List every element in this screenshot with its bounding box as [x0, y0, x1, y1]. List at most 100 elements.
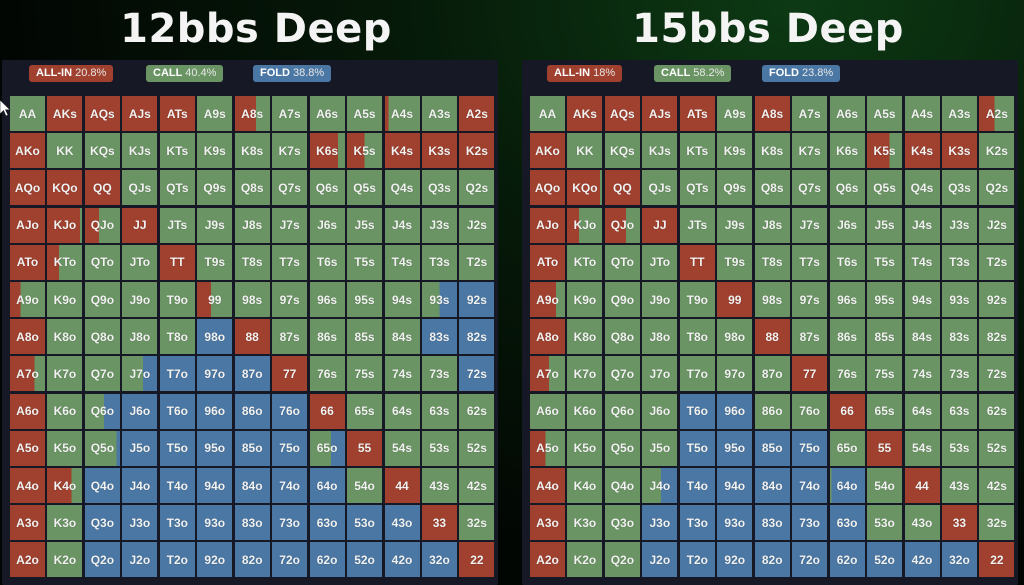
hand-cell[interactable]: Q5s	[867, 170, 903, 206]
hand-cell[interactable]: Q9s	[197, 170, 233, 206]
hand-cell[interactable]: Q3o	[84, 505, 120, 541]
hand-cell[interactable]: J3s	[421, 207, 457, 243]
hand-cell[interactable]: 52s	[459, 430, 495, 466]
hand-cell[interactable]: 52o	[347, 542, 383, 578]
hand-cell[interactable]: Q5s	[347, 170, 383, 206]
hand-cell[interactable]: K2s	[979, 133, 1015, 169]
hand-cell[interactable]: 95s	[347, 282, 383, 317]
hand-cell[interactable]: A5s	[347, 96, 383, 131]
hand-cell[interactable]: 76s	[309, 356, 345, 392]
hand-cell[interactable]: T3o	[159, 505, 195, 541]
hand-cell[interactable]: 53o	[347, 505, 383, 541]
hand-cell[interactable]: K5s	[347, 133, 383, 169]
hand-cell[interactable]: Q3s	[421, 170, 457, 206]
hand-cell[interactable]: Q4s	[384, 170, 420, 206]
hand-cell[interactable]: Q2s	[979, 170, 1015, 206]
hand-cell[interactable]: KJo	[47, 207, 83, 243]
hand-cell[interactable]: 74s	[384, 356, 420, 392]
hand-cell[interactable]: 62s	[979, 393, 1015, 429]
hand-cell[interactable]: A5o	[10, 430, 45, 466]
hand-cell[interactable]: T5o	[159, 430, 195, 466]
hand-cell[interactable]: T4o	[679, 468, 715, 503]
hand-cell[interactable]: K4s	[904, 133, 940, 169]
hand-cell[interactable]: 42s	[459, 468, 495, 503]
hand-cell[interactable]: K3s	[421, 133, 457, 169]
hand-cell[interactable]: JJ	[642, 207, 678, 243]
hand-cell[interactable]: J7s	[792, 207, 828, 243]
hand-cell[interactable]: KJs	[642, 133, 678, 169]
hand-cell[interactable]: 92o	[717, 542, 753, 578]
hand-cell[interactable]: K7o	[47, 356, 83, 392]
hand-cell[interactable]: KTs	[679, 133, 715, 169]
hand-cell[interactable]: AQs	[84, 96, 120, 131]
hand-cell[interactable]: 86o	[754, 393, 790, 429]
hand-cell[interactable]: A4s	[904, 96, 940, 131]
hand-cell[interactable]: J5s	[867, 207, 903, 243]
hand-cell[interactable]: 84o	[754, 468, 790, 503]
hand-cell[interactable]: K2s	[459, 133, 495, 169]
hand-cell[interactable]: 92s	[459, 282, 495, 317]
hand-cell[interactable]: K6s	[829, 133, 865, 169]
hand-cell[interactable]: T3s	[421, 244, 457, 280]
hand-cell[interactable]: J5o	[122, 430, 158, 466]
hand-cell[interactable]: 93o	[717, 505, 753, 541]
hand-cell[interactable]: 55	[347, 430, 383, 466]
hand-cell[interactable]: Q9o	[84, 282, 120, 317]
hand-cell[interactable]: 42s	[979, 468, 1015, 503]
hand-cell[interactable]: A9s	[197, 96, 233, 131]
hand-cell[interactable]: 32s	[459, 505, 495, 541]
hand-cell[interactable]: T2s	[459, 244, 495, 280]
hand-cell[interactable]: T5s	[347, 244, 383, 280]
hand-cell[interactable]: 96o	[197, 393, 233, 429]
hand-cell[interactable]: 72s	[459, 356, 495, 392]
hand-cell[interactable]: K9s	[717, 133, 753, 169]
hand-cell[interactable]: 97o	[197, 356, 233, 392]
hand-cell[interactable]: K4o	[567, 468, 603, 503]
hand-cell[interactable]: 43s	[421, 468, 457, 503]
hand-cell[interactable]: J7s	[272, 207, 308, 243]
hand-cell[interactable]: A3s	[941, 96, 977, 131]
hand-cell[interactable]: T3s	[941, 244, 977, 280]
hand-cell[interactable]: Q7o	[84, 356, 120, 392]
hand-cell[interactable]: 74o	[272, 468, 308, 503]
hand-cell[interactable]: A8o	[530, 319, 565, 355]
hand-cell[interactable]: 97o	[717, 356, 753, 392]
hand-cell[interactable]: 77	[272, 356, 308, 392]
hand-cell[interactable]: A2s	[459, 96, 495, 131]
hand-cell[interactable]: A7o	[10, 356, 45, 392]
hand-cell[interactable]: Q4s	[904, 170, 940, 206]
hand-cell[interactable]: 83o	[234, 505, 270, 541]
hand-cell[interactable]: AKs	[47, 96, 83, 131]
hand-cell[interactable]: 87s	[272, 319, 308, 355]
hand-cell[interactable]: 85s	[867, 319, 903, 355]
hand-cell[interactable]: 96s	[309, 282, 345, 317]
hand-cell[interactable]: T4s	[904, 244, 940, 280]
hand-cell[interactable]: KQo	[47, 170, 83, 206]
hand-cell[interactable]: 62o	[309, 542, 345, 578]
hand-cell[interactable]: K7s	[272, 133, 308, 169]
hand-cell[interactable]: QJs	[642, 170, 678, 206]
hand-cell[interactable]: J2s	[979, 207, 1015, 243]
hand-cell[interactable]: Q6s	[309, 170, 345, 206]
hand-cell[interactable]: JTo	[642, 244, 678, 280]
hand-cell[interactable]: 95o	[717, 430, 753, 466]
hand-cell[interactable]: T4s	[384, 244, 420, 280]
hand-cell[interactable]: 98s	[754, 282, 790, 317]
hand-cell[interactable]: T7o	[159, 356, 195, 392]
hand-cell[interactable]: 53s	[421, 430, 457, 466]
hand-cell[interactable]: 54o	[867, 468, 903, 503]
hand-cell[interactable]: J9o	[122, 282, 158, 317]
hand-cell[interactable]: 93s	[421, 282, 457, 317]
hand-cell[interactable]: 66	[829, 393, 865, 429]
hand-cell[interactable]: 95o	[197, 430, 233, 466]
hand-cell[interactable]: 42o	[384, 542, 420, 578]
hand-cell[interactable]: 43s	[941, 468, 977, 503]
hand-cell[interactable]: T9o	[159, 282, 195, 317]
hand-cell[interactable]: KQo	[567, 170, 603, 206]
hand-cell[interactable]: 66	[309, 393, 345, 429]
hand-cell[interactable]: K5s	[867, 133, 903, 169]
hand-cell[interactable]: Q8o	[604, 319, 640, 355]
hand-cell[interactable]: QJo	[604, 207, 640, 243]
hand-cell[interactable]: QTs	[159, 170, 195, 206]
hand-cell[interactable]: 86o	[234, 393, 270, 429]
